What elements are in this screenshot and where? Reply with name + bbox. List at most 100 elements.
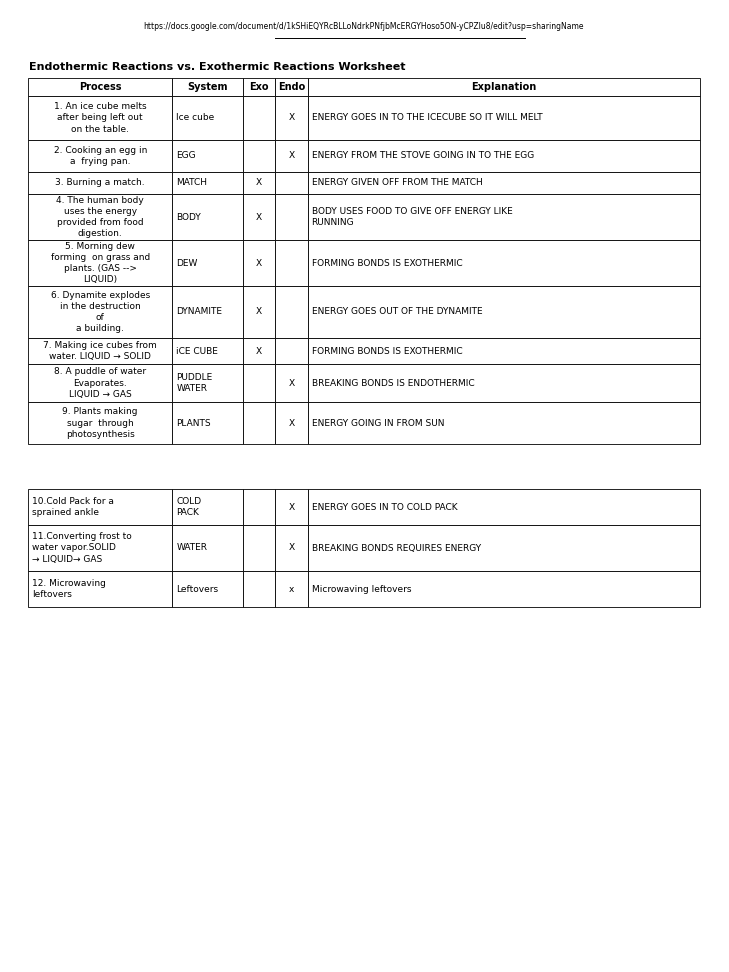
Bar [28,172,173,194]
Text: EGG: EGG [176,152,196,160]
Bar [308,364,700,402]
Text: FORMING BONDS IS EXOTHERMIC: FORMING BONDS IS EXOTHERMIC [311,346,462,356]
Bar [276,286,308,338]
Bar [28,571,173,607]
Text: 10.Cold Pack for a
sprained ankle: 10.Cold Pack for a sprained ankle [32,497,114,517]
Text: System: System [187,82,228,92]
Text: ENERGY GOES IN TO THE ICECUBE SO IT WILL MELT: ENERGY GOES IN TO THE ICECUBE SO IT WILL… [311,114,542,122]
Text: X: X [289,503,295,511]
Bar [173,240,243,286]
Bar [243,571,276,607]
Bar [308,402,700,444]
Bar [173,364,243,402]
Bar [173,96,243,140]
Text: 11.Converting frost to
water vapor.SOLID
→ LIQUID→ GAS: 11.Converting frost to water vapor.SOLID… [32,533,132,564]
Bar [173,338,243,364]
Bar [276,194,308,240]
Bar [308,571,700,607]
Bar [243,96,276,140]
Bar [28,140,173,172]
Bar [243,78,276,96]
Text: Microwaving leftovers: Microwaving leftovers [311,584,411,594]
Text: BODY USES FOOD TO GIVE OFF ENERGY LIKE
RUNNING: BODY USES FOOD TO GIVE OFF ENERGY LIKE R… [311,207,512,227]
Bar [276,96,308,140]
Text: ENERGY GIVEN OFF FROM THE MATCH: ENERGY GIVEN OFF FROM THE MATCH [311,179,483,188]
Bar [243,338,276,364]
Text: PLANTS: PLANTS [176,419,211,428]
Bar [243,172,276,194]
Text: Explanation: Explanation [471,82,537,92]
Bar [243,402,276,444]
Bar [243,240,276,286]
Bar [308,140,700,172]
Text: Ice cube: Ice cube [176,114,215,122]
Text: 3. Burning a match.: 3. Burning a match. [55,179,145,188]
Bar [276,489,308,525]
Text: X: X [256,179,262,188]
Text: FORMING BONDS IS EXOTHERMIC: FORMING BONDS IS EXOTHERMIC [311,259,462,267]
Bar [28,240,173,286]
Text: 8. A puddle of water
Evaporates.
LIQUID → GAS: 8. A puddle of water Evaporates. LIQUID … [54,367,147,399]
Text: ENERGY FROM THE STOVE GOING IN TO THE EGG: ENERGY FROM THE STOVE GOING IN TO THE EG… [311,152,534,160]
Bar [243,140,276,172]
Text: 4. The human body
uses the energy
provided from food
digestion.: 4. The human body uses the energy provid… [56,195,144,238]
Text: DYNAMITE: DYNAMITE [176,307,222,317]
Bar [243,525,276,571]
Text: BODY: BODY [176,213,201,222]
Bar [308,172,700,194]
Bar [308,194,700,240]
Bar [173,286,243,338]
Bar [173,172,243,194]
Text: X: X [289,543,295,552]
Bar [276,364,308,402]
Bar [243,194,276,240]
Text: COLD
PACK: COLD PACK [176,497,202,517]
Bar [173,402,243,444]
Bar [243,286,276,338]
Text: X: X [256,346,262,356]
Text: X: X [256,213,262,222]
Bar [173,571,243,607]
Text: https://docs.google.com/document/d/1kSHiEQYRcBLLoNdrkPNfjbMcERGYHoso5ON-yCPZlu8/: https://docs.google.com/document/d/1kSHi… [144,22,584,31]
Text: X: X [289,378,295,388]
Bar [308,286,700,338]
Text: WATER: WATER [176,543,208,552]
Bar [276,338,308,364]
Text: 5. Morning dew
forming  on grass and
plants. (GAS -->
LIQUID): 5. Morning dew forming on grass and plan… [50,242,150,284]
Text: PUDDLE
WATER: PUDDLE WATER [176,373,213,393]
Text: BREAKING BONDS IS ENDOTHERMIC: BREAKING BONDS IS ENDOTHERMIC [311,378,474,388]
Text: 1. An ice cube melts
after being left out
on the table.: 1. An ice cube melts after being left ou… [54,102,147,133]
Text: 12. Microwaving
leftovers: 12. Microwaving leftovers [32,579,106,599]
Bar [308,240,700,286]
Text: DEW: DEW [176,259,198,267]
Text: x: x [289,584,294,594]
Bar [276,571,308,607]
Bar [243,364,276,402]
Bar [173,489,243,525]
Text: 9. Plants making
sugar  through
photosynthesis: 9. Plants making sugar through photosynt… [63,407,138,438]
Bar [28,364,173,402]
Bar [276,172,308,194]
Bar [28,338,173,364]
Bar [308,338,700,364]
Text: iCE CUBE: iCE CUBE [176,346,219,356]
Bar [308,96,700,140]
Bar [308,78,700,96]
Text: X: X [256,307,262,317]
Text: Endothermic Reactions vs. Exothermic Reactions Worksheet: Endothermic Reactions vs. Exothermic Rea… [29,62,405,72]
Bar [173,525,243,571]
Bar [276,240,308,286]
Bar [276,402,308,444]
Bar [276,78,308,96]
Text: Endo: Endo [278,82,305,92]
Bar [173,78,243,96]
Text: X: X [289,419,295,428]
Bar [243,489,276,525]
Bar [28,194,173,240]
Text: ENERGY GOING IN FROM SUN: ENERGY GOING IN FROM SUN [311,419,444,428]
Text: 7. Making ice cubes from
water. LIQUID → SOLID: 7. Making ice cubes from water. LIQUID →… [43,341,157,361]
Text: Exo: Exo [249,82,269,92]
Bar [28,286,173,338]
Text: X: X [289,114,295,122]
Text: MATCH: MATCH [176,179,208,188]
